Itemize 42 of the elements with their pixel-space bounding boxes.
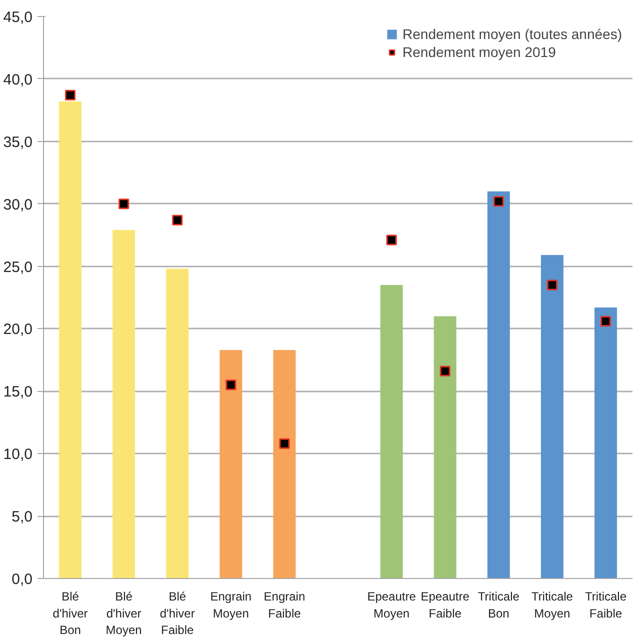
x-tick-label: Blé d'hiver Bon bbox=[52, 590, 88, 638]
legend-label: Rendement moyen (toutes années) bbox=[402, 26, 622, 42]
x-tick-label: Epeautre Faible bbox=[420, 590, 470, 620]
legend-label: Rendement moyen 2019 bbox=[402, 44, 556, 60]
x-tick-label: Epeautre Moyen bbox=[367, 590, 416, 620]
y-tick-label: 15,0 bbox=[3, 384, 33, 401]
bar bbox=[380, 285, 403, 578]
point bbox=[440, 366, 450, 376]
y-tick-label: 25,0 bbox=[3, 258, 33, 276]
y-tick-label: 0,0 bbox=[12, 571, 33, 588]
bar bbox=[594, 307, 617, 578]
point bbox=[65, 90, 76, 100]
bar bbox=[434, 316, 456, 578]
point bbox=[493, 196, 504, 207]
x-tick-label: Blé d'hiver Moyen bbox=[106, 590, 142, 638]
bar bbox=[220, 350, 242, 578]
point bbox=[279, 438, 290, 449]
y-tick-label: 45,0 bbox=[3, 9, 33, 26]
x-tick-label: Engrain Moyen bbox=[210, 590, 252, 620]
point bbox=[118, 198, 130, 210]
point bbox=[226, 380, 236, 390]
x-tick-label: Triticale Moyen bbox=[531, 590, 574, 620]
x-tick-label: Triticale Faible bbox=[584, 590, 627, 620]
point bbox=[546, 280, 558, 290]
y-tick-label: 5,0 bbox=[12, 508, 33, 526]
y-tick-label: 30,0 bbox=[3, 196, 33, 214]
point bbox=[172, 214, 183, 226]
x-tick-label: Triticale Bon bbox=[478, 590, 520, 620]
y-tick-label: 35,0 bbox=[3, 134, 33, 151]
y-tick-label: 20,0 bbox=[3, 321, 33, 338]
bar bbox=[112, 230, 136, 578]
point bbox=[600, 316, 611, 326]
x-tick-label: Engrain Faible bbox=[264, 590, 306, 620]
bar bbox=[59, 101, 82, 578]
y-tick-label: 10,0 bbox=[3, 446, 33, 464]
y-tick-label: 40,0 bbox=[3, 71, 33, 88]
point bbox=[386, 234, 397, 246]
bar bbox=[166, 268, 189, 578]
bar bbox=[487, 191, 510, 578]
bar bbox=[273, 350, 296, 578]
bar bbox=[540, 255, 564, 578]
x-tick-label: Blé d'hiver Faible bbox=[160, 590, 195, 638]
